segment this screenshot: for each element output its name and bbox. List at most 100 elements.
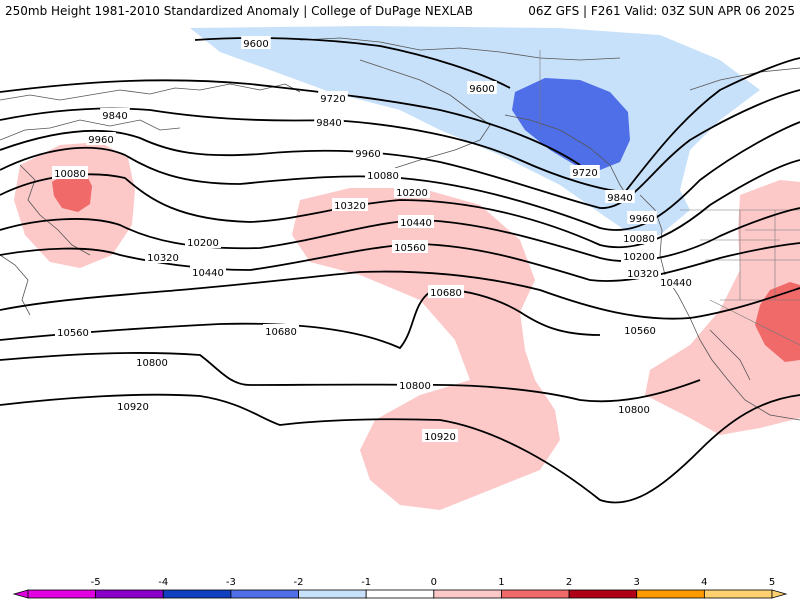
colorbar-right-arrow: [771, 589, 788, 599]
contour-label: 10680: [430, 288, 462, 299]
contour-label: 10320: [147, 253, 179, 264]
colorbar-ticks: -5 -4 -3 -2 -1 0 1 2 3 4 5: [91, 577, 776, 588]
contour-label: 9720: [572, 168, 597, 179]
colorbar-segment: [636, 589, 705, 599]
contour-label: 10440: [192, 268, 224, 279]
colorbar-boxes: [12, 589, 788, 599]
contour-label-bg: [394, 185, 430, 198]
colorbar-tick-label: 1: [498, 577, 504, 588]
colorbar-left-arrow: [12, 589, 29, 599]
contour-label: 10080: [367, 171, 399, 182]
contour-label: 10440: [660, 278, 692, 289]
contour-labels: 9600 9600 9720 9720 9840 9840 9840 9960 9960 9960…: [52, 36, 694, 443]
contour-label-bg: [263, 324, 299, 337]
contour-label: 10800: [618, 405, 650, 416]
contour-label-bg: [622, 323, 658, 336]
contour-label: 10920: [117, 402, 149, 413]
contour-label: 9840: [102, 111, 127, 122]
contour-label: 9960: [355, 149, 380, 160]
contour-label: 10560: [624, 326, 656, 337]
colorbar-tick-label: 3: [634, 577, 640, 588]
contour-label-bg: [621, 231, 657, 244]
contour-label-bg: [605, 190, 635, 203]
contour-label: 10200: [396, 188, 428, 199]
colorbar-segment: [230, 589, 299, 599]
contour-label-bg: [190, 265, 226, 278]
colorbar-segment: [568, 589, 638, 599]
contour-label-bg: [241, 36, 271, 49]
contour-label-bg: [145, 250, 181, 263]
contour-label-bg: [422, 429, 458, 442]
contour-label: 10200: [187, 238, 219, 249]
contour-label-bg: [627, 211, 657, 224]
political-borders: [539, 50, 800, 346]
colorbar-segment: [27, 589, 97, 599]
positive-anomaly-west-pacific-core: [52, 172, 92, 212]
map-title: 250mb Height 1981-2010 Standardized Anom…: [5, 4, 473, 18]
negative-anomaly-strong: [512, 78, 630, 170]
contour-label-bg: [55, 325, 91, 338]
colorbar-segment: [298, 589, 367, 599]
contour-label-bg: [86, 132, 116, 145]
anomaly-map: 9600 9600 9720 9720 9840 9840 9840 9960 9960 9960…: [0, 26, 800, 510]
contour-label: 10560: [57, 328, 89, 339]
colorbar-segment: [703, 589, 773, 599]
contour-label: 9720: [320, 94, 345, 105]
contour-label-bg: [353, 146, 383, 159]
contour-label-bg: [625, 266, 661, 279]
contour-label: 10560: [394, 243, 426, 254]
colorbar-tick-label: -4: [158, 577, 168, 588]
contour-label-bg: [52, 166, 88, 179]
colorbar-segment: [433, 589, 502, 599]
header-bar: 250mb Height 1981-2010 Standardized Anom…: [0, 0, 800, 22]
contour-label: 10080: [54, 169, 86, 180]
colorbar-segment: [162, 589, 232, 599]
contour-label: 10320: [627, 269, 659, 280]
contour-label-bg: [115, 399, 151, 412]
contour-label-bg: [397, 378, 433, 391]
contour-label: 10320: [334, 201, 366, 212]
contour-label-bg: [398, 215, 434, 228]
contour-label: 9600: [469, 84, 494, 95]
contour-label: 10920: [424, 432, 456, 443]
contour-label-bg: [318, 91, 348, 104]
colorbar-tick-label: 0: [431, 577, 437, 588]
colorbar-tick-label: -1: [361, 577, 371, 588]
contour-label: 9960: [88, 135, 113, 146]
positive-anomaly-central-pacific: [292, 188, 560, 510]
contour-label: 9960: [629, 214, 654, 225]
contour-label: 9600: [243, 39, 268, 50]
contour-label-bg: [392, 240, 428, 253]
colorbar-tick-label: 4: [701, 577, 707, 588]
colorbar-tick-label: -5: [91, 577, 101, 588]
contour-label-bg: [100, 108, 130, 121]
contour-label-bg: [314, 115, 344, 128]
colorbar-tick-label: -2: [294, 577, 304, 588]
contour-label-bg: [428, 285, 464, 298]
contour-label: 10680: [265, 327, 297, 338]
contour-label: 10800: [136, 358, 168, 369]
anomaly-colorbar: -5 -4 -3 -2 -1 0 1 2 3 4 5: [12, 577, 788, 599]
contour-label-bg: [134, 355, 170, 368]
contour-label-bg: [570, 165, 600, 178]
contour-label: 10800: [399, 381, 431, 392]
contour-label-bg: [467, 81, 497, 94]
colorbar-segment: [95, 589, 164, 599]
contour-label-bg: [332, 198, 368, 211]
colorbar-tick-label: -3: [226, 577, 236, 588]
contour-label: 10080: [623, 234, 655, 245]
colorbar-tick-label: 2: [566, 577, 572, 588]
colorbar-tick-label: 5: [769, 577, 775, 588]
contour-label: 10200: [623, 252, 655, 263]
contour-label-bg: [365, 168, 401, 181]
contour-label-bg: [658, 275, 694, 288]
model-run-info: 06Z GFS | F261 Valid: 03Z SUN APR 06 202…: [528, 4, 795, 18]
negative-anomaly-light: [190, 26, 760, 240]
colorbar-segment: [501, 589, 570, 599]
contour-label: 9840: [607, 193, 632, 204]
contour-label-bg: [616, 402, 652, 415]
positive-anomaly-east: [645, 180, 800, 435]
colorbar-segment: [365, 589, 435, 599]
contour-label-bg: [621, 249, 657, 262]
